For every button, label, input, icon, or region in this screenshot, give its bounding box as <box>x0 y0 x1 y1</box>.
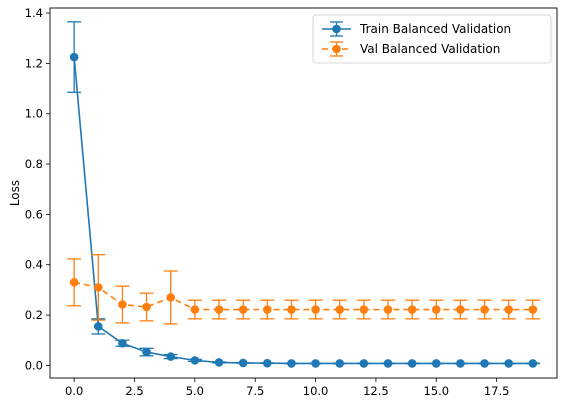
legend-marker <box>332 24 341 34</box>
data-point <box>480 305 489 314</box>
data-point <box>262 358 272 368</box>
x-tick-label: 17.5 <box>484 384 510 398</box>
plot-frame <box>49 7 558 379</box>
legend-marker <box>332 44 341 54</box>
data-point <box>528 359 538 368</box>
data-point <box>287 305 296 314</box>
data-point <box>431 305 441 314</box>
chart-marks <box>67 21 540 368</box>
data-point <box>528 305 538 314</box>
data-point <box>118 300 127 309</box>
y-tick-label: 0.4 <box>25 258 43 272</box>
data-point <box>69 278 79 287</box>
data-point <box>238 358 248 368</box>
x-tick-label: 2.5 <box>125 384 143 398</box>
data-point <box>335 359 345 368</box>
y-tick-label: 0.8 <box>25 157 43 171</box>
x-tick-label: 12.5 <box>363 384 389 398</box>
x-tick-label: 0.0 <box>65 384 83 398</box>
data-point <box>407 359 417 368</box>
data-point <box>190 305 200 314</box>
data-point <box>480 359 489 368</box>
data-point <box>311 305 320 314</box>
y-tick-label: 1.0 <box>25 107 43 121</box>
data-point <box>383 305 393 314</box>
y-tick-label: 0.0 <box>25 358 43 372</box>
series-line <box>73 57 533 365</box>
y-tick-label: 0.6 <box>25 207 43 221</box>
data-point <box>359 359 369 368</box>
data-point <box>69 52 79 62</box>
data-point <box>93 283 103 292</box>
y-tick-label: 1.4 <box>25 6 43 20</box>
data-point <box>214 305 224 314</box>
data-point <box>93 322 103 331</box>
legend-entry: Train Balanced Validation <box>322 21 511 37</box>
data-point <box>214 358 224 367</box>
y-axis-label: Loss <box>8 180 22 206</box>
data-point <box>166 293 176 302</box>
data-point <box>407 305 417 314</box>
x-tick-label: 7.5 <box>246 384 264 398</box>
y-tick-label: 1.2 <box>25 56 43 70</box>
x-tick-label: 5.0 <box>186 384 204 398</box>
chart-axes: 0.0 2.5 5.0 7.5 10.0 12.5 15.0 17.5 0.0 0.2 0.4 0.6… <box>25 6 510 398</box>
series-2 <box>67 254 540 325</box>
data-point <box>456 359 465 368</box>
legend-box <box>312 14 552 64</box>
x-tick-label: 15.0 <box>423 384 449 398</box>
data-point <box>311 359 320 368</box>
data-point <box>456 305 465 314</box>
legend-label: Train Balanced Validation <box>359 22 511 36</box>
data-point <box>142 302 151 312</box>
data-point <box>287 359 296 368</box>
data-point <box>504 305 514 314</box>
data-point <box>383 359 393 368</box>
data-point <box>190 356 200 365</box>
data-point <box>431 359 441 368</box>
data-point <box>238 305 248 314</box>
legend: Train Balanced Validation Val Balanced Va… <box>312 14 552 64</box>
data-point <box>504 359 514 368</box>
data-point <box>359 305 369 314</box>
data-point <box>142 347 151 357</box>
legend-entry: Val Balanced Validation <box>322 41 500 57</box>
data-point <box>118 338 127 348</box>
series-1 <box>67 21 540 368</box>
data-point <box>335 305 345 314</box>
x-tick-label: 10.0 <box>303 384 329 398</box>
legend-label: Val Balanced Validation <box>360 42 500 56</box>
y-tick-label: 0.2 <box>25 308 43 322</box>
data-point <box>262 305 272 314</box>
data-point <box>166 352 176 361</box>
